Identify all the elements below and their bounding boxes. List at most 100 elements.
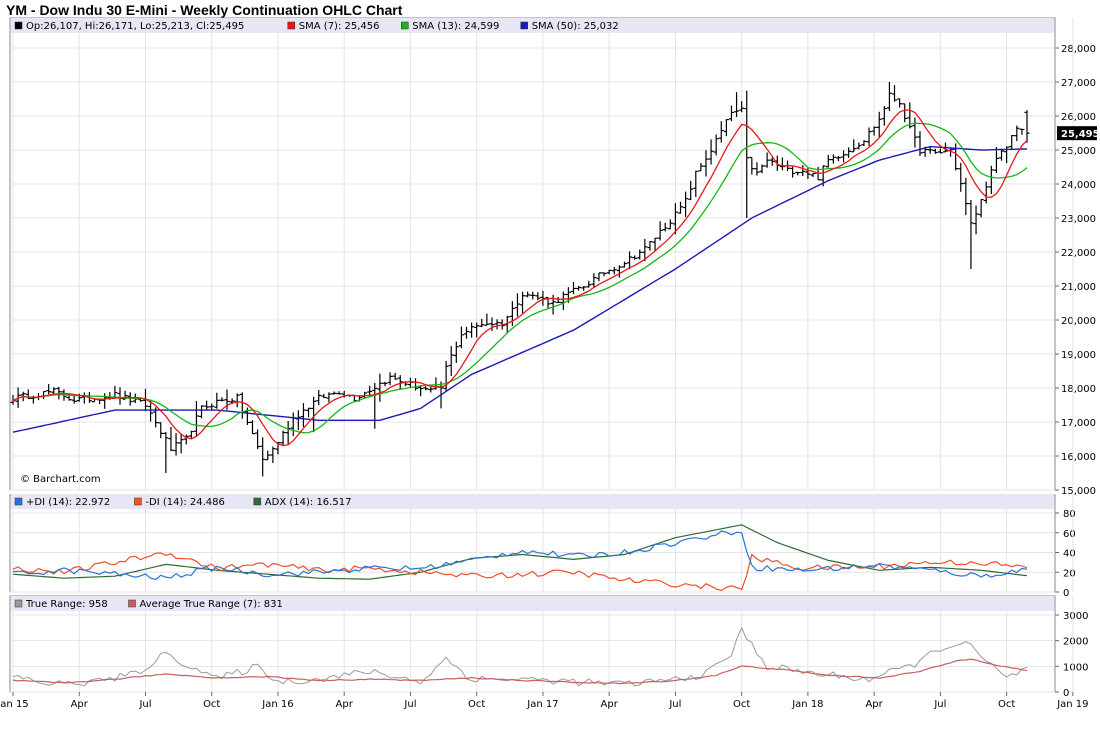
ohlc-bar [306, 407, 312, 418]
ohlc-bar [474, 322, 480, 338]
ohlc-bar [708, 139, 714, 165]
ohlc-bar [1019, 128, 1025, 135]
ohlc-bar [800, 165, 806, 176]
ohlc-bar [779, 157, 785, 171]
ohlc-bar [372, 382, 378, 429]
ohlc-bar [983, 181, 989, 204]
ohlc-bar [204, 400, 210, 411]
x-tick-label: Jan 16 [261, 699, 293, 710]
x-tick-label: Apr [336, 699, 354, 710]
ohlc-bar [336, 391, 342, 395]
price-legend-text: Op:26,107, Hi:26,171, Lo:25,213, Cl:25,4… [26, 21, 244, 32]
dmi-legend-swatch [253, 497, 262, 506]
sma13-line [12, 122, 1028, 434]
ohlc-bar [886, 82, 892, 112]
tr-legend-text: True Range: 958 [25, 599, 108, 610]
ohlc-bar [973, 205, 979, 235]
ohlc-bar [520, 291, 526, 314]
x-tick-label: Jul [138, 699, 151, 710]
ohlc-bar [46, 384, 52, 395]
ohlc-bar [494, 319, 500, 330]
ohlc-bar [759, 164, 765, 174]
sma7-line [12, 109, 1028, 447]
ohlc-bar [937, 148, 943, 154]
ohlc-bar [662, 222, 668, 232]
barchart-watermark: © Barchart.com [20, 474, 101, 485]
tr-tick-label: 3000 [1063, 611, 1088, 622]
ohlc-bar [835, 155, 841, 162]
ohlc-bar [790, 166, 796, 178]
ohlc-bar [652, 237, 658, 252]
ohlc-bar [137, 398, 143, 402]
price-tick-label: 17,000 [1061, 418, 1096, 429]
dmi-legend-text: +DI (14): 22.972 [26, 497, 110, 508]
ohlc-bar [392, 372, 398, 380]
ohlc-bar [224, 389, 230, 410]
ohlc-bar [142, 388, 148, 411]
ohlc-bar [591, 273, 597, 288]
ohlc-bar [428, 386, 434, 393]
ohlc-bar [963, 177, 969, 216]
ohlc-bar [698, 163, 704, 172]
plus-di-line [12, 530, 1028, 581]
dmi-legend-swatch [14, 497, 23, 506]
ohlc-bar [173, 433, 179, 456]
ohlc-bar [530, 291, 536, 300]
ohlc-bar [51, 387, 57, 395]
ohlc-bars [10, 82, 1030, 477]
ohlc-bar [744, 90, 750, 218]
ohlc-bar [754, 162, 760, 176]
dmi-tick-label: 60 [1063, 529, 1076, 540]
ohlc-bar [127, 392, 133, 406]
price-tick-label: 23,000 [1061, 214, 1096, 225]
price-tick-label: 19,000 [1061, 350, 1096, 361]
ohlc-bar [795, 171, 801, 176]
ohlc-bar [616, 265, 622, 278]
ohlc-bar [988, 165, 994, 195]
x-tick-label: Jan 18 [791, 699, 823, 710]
ohlc-bar [453, 341, 459, 363]
ohlc-bar [876, 111, 882, 138]
ohlc-bar [514, 293, 520, 317]
ohlc-bar [1014, 125, 1020, 142]
ohlc-bar [525, 291, 531, 298]
ohlc-bar [249, 420, 255, 435]
ohlc-bar [260, 437, 266, 477]
ohlc-bar [484, 313, 490, 326]
price-legend-text: SMA (13): 24,599 [412, 21, 499, 32]
ohlc-bar [219, 397, 225, 402]
price-tick-label: 16,000 [1061, 452, 1096, 463]
ohlc-bar [326, 392, 332, 403]
atr-line [12, 658, 1028, 685]
ohlc-bar [764, 152, 770, 168]
ohlc-bar [657, 221, 663, 241]
ohlc-bar [331, 391, 337, 395]
price-tick-label: 28,000 [1061, 44, 1096, 55]
price-tick-label: 25,000 [1061, 146, 1096, 157]
ohlc-bar [841, 150, 847, 163]
ohlc-bar [739, 101, 745, 113]
ohlc-bar [300, 403, 306, 428]
ohlc-bar [667, 219, 673, 230]
price-tick-label: 15,000 [1061, 486, 1096, 497]
ohlc-bar [856, 142, 862, 150]
ohlc-bar [866, 127, 872, 147]
ohlc-bar [810, 172, 816, 178]
ohlc-bar [581, 286, 587, 291]
last-price-tag-label: 25,495 [1061, 129, 1100, 140]
ohlc-bar [443, 360, 449, 392]
ohlc-bar [596, 272, 602, 282]
ohlc-bar [902, 103, 908, 123]
x-tick-label: Oct [733, 699, 750, 710]
tr-tick-label: 2000 [1063, 637, 1088, 648]
ohlc-bar [387, 372, 393, 386]
ohlc-bar [637, 249, 643, 260]
tr-tick-label: 0 [1063, 688, 1069, 699]
ohlc-bar [571, 281, 577, 295]
ohlc-bar [545, 297, 551, 309]
x-tick-label: Oct [203, 699, 220, 710]
x-tick-label: Apr [601, 699, 619, 710]
dmi-legend-text: -DI (14): 24.486 [145, 497, 225, 508]
adx-line [12, 524, 1028, 580]
